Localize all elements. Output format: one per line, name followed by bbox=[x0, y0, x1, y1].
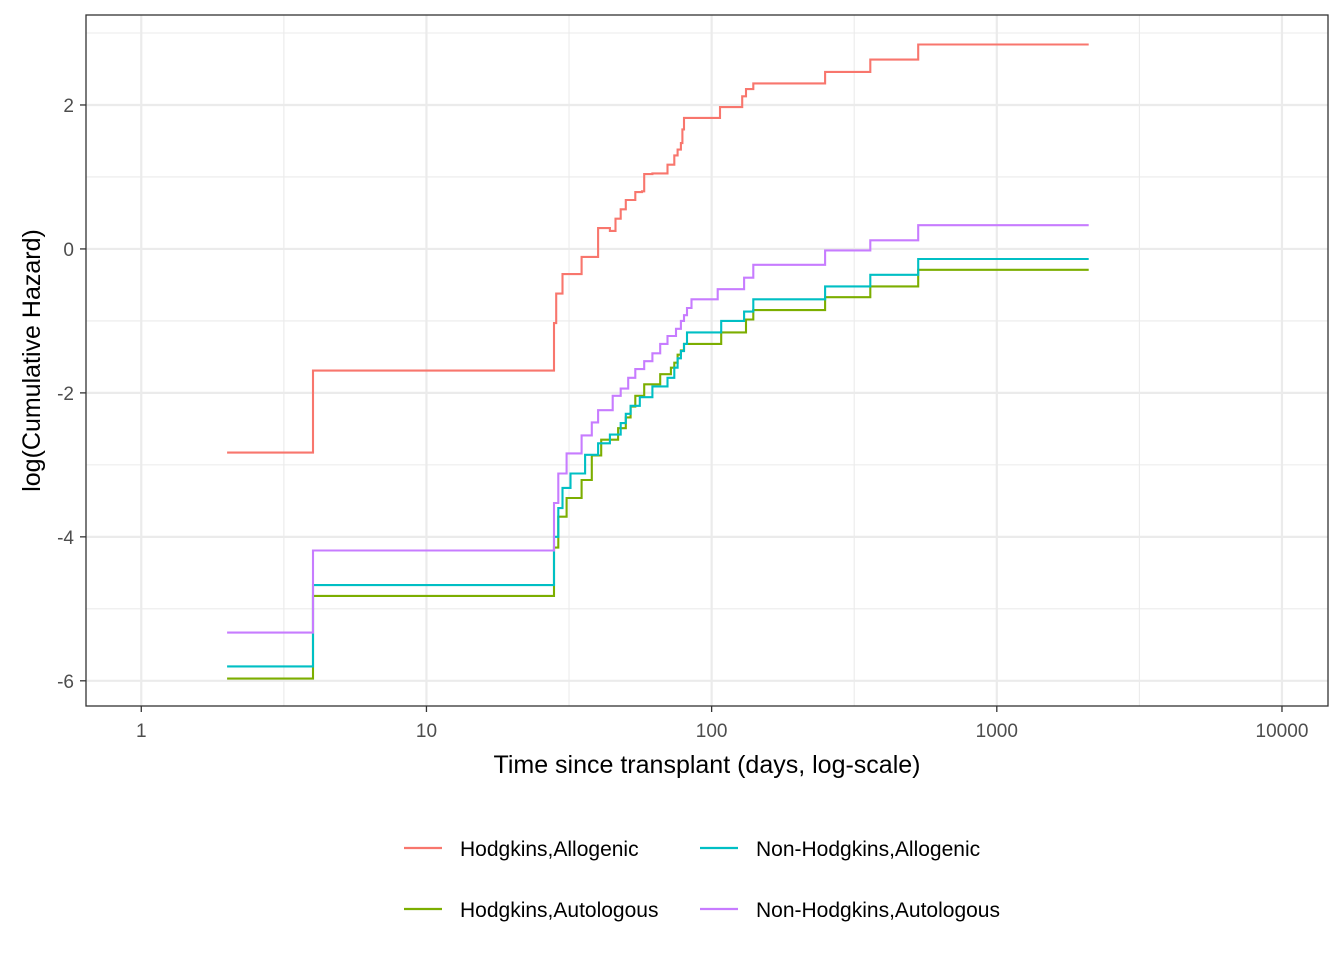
legend-label: Hodgkins,Autologous bbox=[460, 899, 658, 922]
series-line-non-hodgkins-autologous bbox=[227, 224, 1089, 634]
legend-label: Hodgkins,Allogenic bbox=[460, 838, 639, 861]
major-gridlines bbox=[86, 15, 1328, 706]
y-tick-label: -6 bbox=[57, 672, 74, 693]
y-tick-label: -2 bbox=[57, 384, 74, 405]
x-tick-label: 10000 bbox=[1256, 721, 1309, 742]
x-axis: 1 10 100 1000 10000 bbox=[136, 706, 1308, 742]
legend-item: Hodgkins,Autologous bbox=[404, 899, 658, 922]
x-tick-label: 100 bbox=[696, 721, 728, 742]
plot-border bbox=[85, 14, 1329, 707]
y-tick-label: 2 bbox=[63, 96, 74, 117]
plot-panel bbox=[86, 15, 1328, 706]
legend-label: Non-Hodgkins,Allogenic bbox=[756, 838, 980, 861]
y-axis: 2 0 -2 -4 -6 bbox=[57, 96, 86, 693]
series-line-hodgkins-autologous bbox=[227, 268, 1089, 680]
series-layer bbox=[227, 43, 1089, 680]
y-tick-label: 0 bbox=[63, 240, 74, 261]
series-line-non-hodgkins-allogenic bbox=[227, 257, 1089, 668]
legend-label: Non-Hodgkins,Autologous bbox=[756, 899, 1000, 922]
minor-gridlines bbox=[86, 15, 1328, 706]
legend: Hodgkins,Allogenic Hodgkins,Autologous Non… bbox=[404, 838, 1000, 922]
legend-item: Non-Hodgkins,Allogenic bbox=[700, 838, 980, 861]
legend-item: Hodgkins,Allogenic bbox=[404, 838, 639, 861]
x-axis-title: Time since transplant (days, log-scale) bbox=[493, 751, 920, 779]
series-line-hodgkins-allogenic bbox=[227, 43, 1089, 454]
x-tick-label: 1000 bbox=[976, 721, 1018, 742]
y-tick-label: -4 bbox=[57, 528, 74, 549]
x-tick-label: 10 bbox=[416, 721, 437, 742]
x-tick-label: 1 bbox=[136, 721, 147, 742]
legend-item: Non-Hodgkins,Autologous bbox=[700, 899, 1000, 922]
y-axis-title: log(Cumulative Hazard) bbox=[18, 229, 46, 492]
